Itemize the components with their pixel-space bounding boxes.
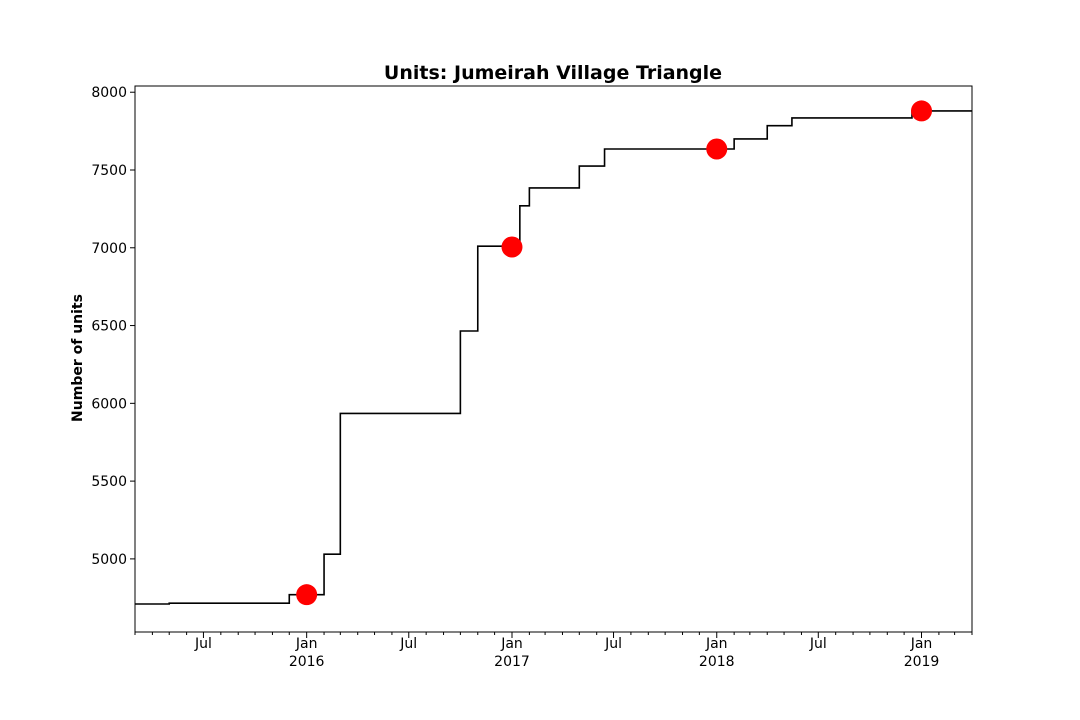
x-tick-label: Jan — [295, 636, 318, 652]
x-tick-label: Jan — [910, 636, 933, 652]
y-tick-label: 5500 — [91, 474, 127, 490]
y-tick-label: 5000 — [91, 552, 127, 568]
x-tick-label: Jul — [194, 636, 212, 652]
x-tick-year-label: 2018 — [699, 654, 735, 670]
y-axis-label: Number of units — [70, 294, 86, 422]
y-tick-label: 6500 — [91, 319, 127, 335]
x-tick-year-label: 2019 — [904, 654, 940, 670]
x-tick-label: Jan — [500, 636, 523, 652]
x-tick-label: Jul — [399, 636, 417, 652]
y-tick-label: 7000 — [91, 241, 127, 257]
annual-marker-point — [706, 138, 728, 160]
y-tick-label: 7500 — [91, 163, 127, 179]
chart-title: Units: Jumeirah Village Triangle — [384, 62, 722, 84]
plot-area: Jul Jan 2016 Jul Jan 2017 Jul Jan 2018 Jul Jan 2019… — [91, 85, 973, 670]
plot-frame — [134, 85, 973, 633]
x-tick-year-label: 2017 — [494, 654, 530, 670]
annual-marker-point — [501, 236, 523, 258]
units-step-line — [135, 110, 972, 605]
y-tick-label: 8000 — [91, 85, 127, 101]
y-tick-label: 6000 — [91, 396, 127, 412]
x-tick-year-label: 2016 — [289, 654, 325, 670]
x-tick-label: Jul — [604, 636, 622, 652]
annual-marker-point — [296, 584, 318, 606]
x-tick-label: Jul — [809, 636, 827, 652]
annual-marker-point — [911, 100, 933, 122]
x-tick-label: Jan — [705, 636, 728, 652]
